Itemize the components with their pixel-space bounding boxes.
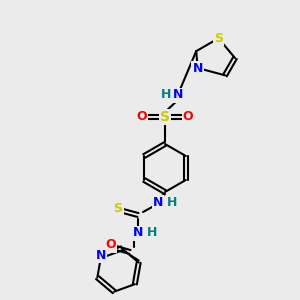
Text: H: H — [147, 226, 157, 239]
Text: O: O — [183, 110, 193, 124]
Text: S: S — [160, 110, 170, 124]
Text: H: H — [161, 88, 171, 101]
Text: N: N — [193, 61, 203, 74]
Text: N: N — [173, 88, 183, 101]
Text: N: N — [153, 196, 163, 208]
Text: H: H — [167, 196, 177, 208]
Text: O: O — [106, 238, 116, 251]
Text: N: N — [96, 249, 106, 262]
Text: S: S — [113, 202, 122, 214]
Text: N: N — [133, 226, 143, 239]
Text: S: S — [214, 32, 223, 45]
Text: O: O — [137, 110, 147, 124]
